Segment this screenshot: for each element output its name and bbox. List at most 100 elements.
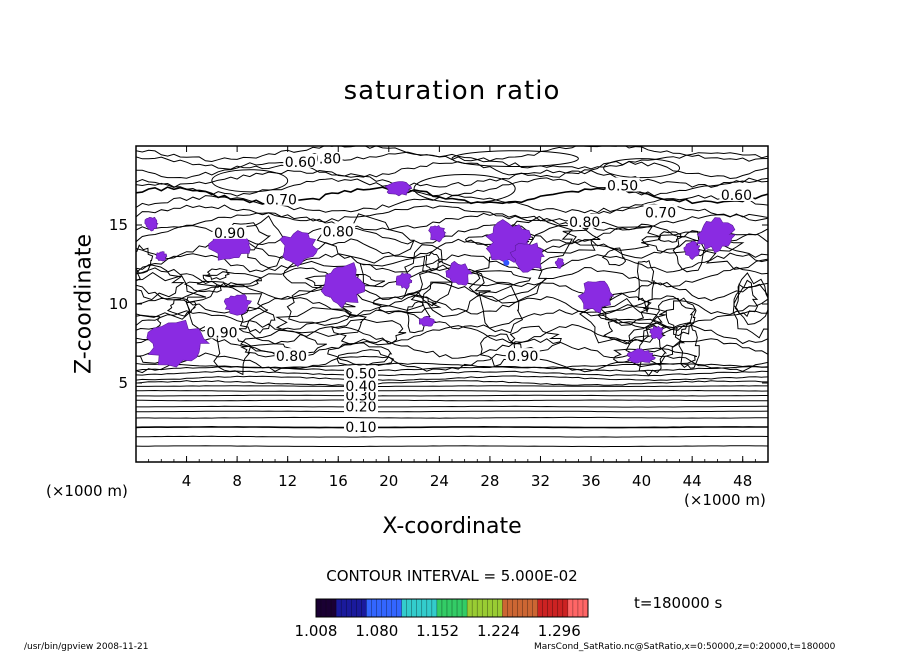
chart-title: saturation ratio (343, 76, 561, 106)
colorbar-stripe (351, 599, 357, 617)
contour-line (665, 297, 697, 337)
colorbar-stripe (572, 599, 579, 617)
colorbar-stripe (547, 599, 554, 617)
x-tick-label: 36 (581, 472, 600, 490)
shaded-region (554, 257, 565, 269)
contour-line (672, 230, 706, 273)
contour-line (478, 285, 524, 334)
contour-label: 0.50 (607, 179, 638, 195)
contour-line (136, 435, 768, 438)
contour-line (136, 410, 768, 413)
contour-label-bg (343, 419, 378, 434)
contour-line (601, 247, 627, 267)
x-tick-label: 48 (733, 472, 752, 490)
colorbar-stripe (371, 599, 377, 617)
x-tick-label: 20 (379, 472, 398, 490)
colorbar-stripe (416, 599, 423, 617)
contour-label: 0.80 (569, 215, 600, 231)
colorbar-stripe (446, 599, 453, 617)
contour-label: 0.90 (214, 226, 245, 242)
contour-line (166, 299, 197, 317)
shaded-region (696, 217, 737, 254)
contour-label: 0.20 (345, 400, 376, 416)
contour-line (211, 169, 289, 193)
colorbar-stripe (396, 599, 402, 617)
colorbar-stripe (452, 599, 458, 617)
contour-line (136, 399, 768, 402)
contour-label: 0.70 (645, 205, 676, 221)
colorbar-stripe (532, 599, 538, 617)
colorbar-stripe (477, 599, 483, 617)
x-axis-label: X-coordinate (382, 514, 522, 539)
colorbar-stripe (462, 599, 468, 617)
contour-line (136, 375, 768, 382)
x-tick-label: 40 (632, 472, 651, 490)
y-tick-label: 15 (109, 216, 128, 234)
contour-line (413, 173, 516, 204)
contour-line (136, 370, 768, 377)
x-tick-label: 4 (182, 472, 192, 490)
contour-line (657, 231, 683, 243)
colorbar (315, 598, 589, 618)
footer-left: /usr/bin/gpview 2008-11-21 (24, 642, 149, 652)
shaded-region (146, 319, 210, 368)
colorbar-stripe (527, 599, 533, 617)
colorbar-stripe (401, 599, 407, 617)
colorbar-stripe (507, 599, 513, 617)
contour-line (327, 342, 393, 367)
contour-line (652, 297, 697, 331)
contour-line (425, 251, 444, 272)
contour-label-bg (505, 348, 540, 363)
contour-label: 0.90 (206, 325, 237, 341)
contour-label: 0.10 (345, 420, 376, 436)
contour-line (451, 150, 579, 168)
contour-line (239, 306, 276, 334)
contour-label-bg (343, 378, 378, 393)
contour-label: 0.80 (323, 224, 354, 240)
colorbar-stripe (366, 599, 372, 617)
contour-line (136, 445, 768, 448)
contour-line (136, 389, 768, 392)
x-axis: 4 8 12 16 20 24 28 32 36 40 44 48 (148, 146, 756, 490)
colorbar-stripe (567, 599, 574, 617)
contour-line (136, 252, 768, 273)
shaded-region (428, 224, 447, 243)
contour-label-bg (643, 204, 678, 219)
contour-line (136, 380, 768, 387)
x-tick-label: 32 (531, 472, 550, 490)
contour-label-bg (204, 324, 239, 339)
contour-line (136, 169, 768, 188)
contour-line (136, 385, 768, 388)
contour-label-bg (212, 224, 247, 239)
colorbar-stripe (557, 599, 564, 617)
shaded-region (577, 280, 615, 314)
colorbar-stripe (406, 599, 413, 617)
x-tick-label: 24 (430, 472, 449, 490)
shaded-region (509, 242, 545, 273)
contour-line (204, 268, 230, 281)
shaded-region (279, 230, 319, 268)
y-tick-label: 5 (118, 374, 128, 392)
colorbar-stripe (341, 599, 347, 617)
contour-label-bg (605, 177, 640, 192)
colorbar-stripe (562, 599, 569, 617)
x-tick-label: 16 (329, 472, 348, 490)
contour-line (336, 349, 395, 371)
colorbar-label: 1.224 (476, 622, 520, 640)
contour-label: 0.40 (345, 379, 376, 395)
contour-label-bg (343, 398, 378, 413)
colorbar-label: 1.296 (537, 622, 581, 640)
colorbar-stripe (441, 599, 448, 617)
colorbar-stripe (537, 599, 543, 617)
contour-line (136, 405, 768, 408)
contour-label: 0.70 (266, 193, 297, 209)
contour-line (136, 177, 768, 197)
colorbar-stripe (487, 599, 493, 617)
colorbar-label: 1.080 (355, 622, 399, 640)
shaded-region (626, 348, 656, 364)
colorbar-stripe (376, 599, 382, 617)
contour-label: 0.80 (310, 152, 341, 168)
contour-line (186, 284, 269, 332)
shaded-region (445, 260, 473, 286)
